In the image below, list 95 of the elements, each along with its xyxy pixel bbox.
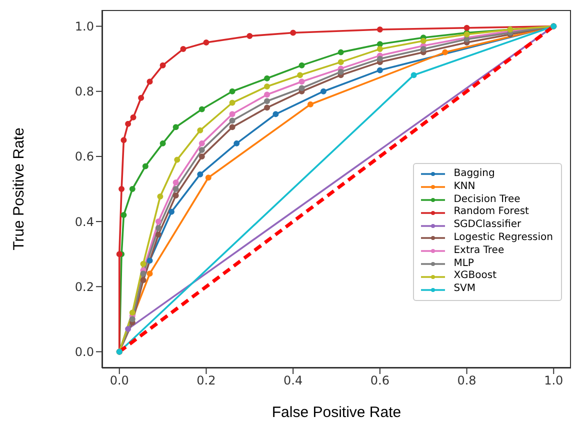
x-tick-label: 0.0 (110, 374, 129, 388)
point (129, 186, 136, 192)
point (297, 72, 304, 78)
point (120, 212, 127, 218)
point (376, 46, 383, 52)
point (172, 192, 179, 199)
legend-label: KNN (454, 180, 476, 194)
y-axis-title: True Positive Rate (10, 128, 28, 250)
legend-label: Bagging (454, 168, 495, 181)
point (160, 62, 166, 68)
point (155, 225, 162, 232)
point (116, 251, 122, 258)
point (160, 140, 166, 146)
point (130, 114, 136, 120)
point (140, 260, 146, 267)
point (229, 100, 236, 106)
point (246, 33, 253, 40)
y-tick-label: 0.8 (74, 84, 94, 99)
y-tick-label: 1.0 (74, 20, 94, 34)
legend-label: Decision Tree (454, 194, 520, 206)
point (338, 68, 344, 75)
legend-label: Logestic Regression (454, 232, 553, 245)
point (376, 26, 383, 33)
point (129, 316, 136, 322)
point (198, 106, 205, 112)
point (198, 140, 205, 146)
point (264, 75, 270, 82)
point (298, 85, 305, 92)
point (125, 326, 132, 332)
point (157, 193, 164, 200)
y-tick-label: 0.0 (74, 344, 94, 359)
legend-label: XGBoost (454, 270, 497, 284)
point (198, 153, 205, 160)
x-tick-label: 0.8 (457, 374, 476, 388)
point (146, 258, 153, 264)
y-tick-label: 0.6 (74, 150, 94, 164)
point (234, 140, 240, 146)
point (272, 111, 279, 118)
point (120, 137, 127, 144)
point (264, 92, 270, 98)
point (140, 270, 146, 277)
point (376, 67, 383, 74)
y-tick-label: 0.4 (74, 214, 94, 229)
legend-label: Extra Tree (454, 244, 504, 258)
y-tick-label: 0.2 (74, 280, 94, 294)
point (205, 174, 212, 181)
point (172, 124, 179, 130)
point (168, 208, 174, 215)
point (180, 46, 186, 52)
point (198, 146, 205, 153)
point (146, 270, 153, 277)
point (264, 83, 270, 90)
point (442, 49, 448, 56)
x-tick-label: 0.4 (284, 374, 303, 388)
point (172, 186, 179, 192)
point (264, 98, 270, 104)
point (410, 72, 417, 78)
point (307, 101, 314, 108)
point (464, 24, 470, 31)
point (138, 94, 144, 101)
x-tick-label: 0.6 (370, 374, 390, 388)
x-tick-label: 0.2 (196, 374, 216, 388)
point (172, 179, 179, 186)
x-tick-label: 1.0 (544, 374, 564, 388)
point (264, 104, 270, 111)
point (197, 171, 204, 178)
point (125, 120, 132, 127)
point (229, 124, 236, 130)
point (229, 88, 236, 94)
point (155, 218, 162, 225)
point (203, 40, 210, 46)
point (338, 59, 344, 66)
point (229, 111, 236, 118)
legend-label: Random Forest (454, 206, 529, 219)
point (129, 310, 136, 316)
point (174, 156, 180, 163)
point (197, 127, 204, 134)
legend-label: MLP (454, 258, 474, 270)
point (376, 56, 383, 62)
point (420, 38, 426, 44)
point (142, 163, 148, 170)
x-axis-title: False Positive Rate (272, 404, 402, 421)
point (320, 88, 326, 94)
point (118, 186, 125, 192)
point (338, 49, 344, 56)
point (420, 46, 426, 52)
point (229, 118, 236, 124)
point (155, 232, 162, 238)
point (290, 30, 296, 36)
legend-label: SGDClassifier (454, 219, 522, 232)
legend-label: SVM (454, 283, 476, 296)
point (140, 277, 146, 284)
point (146, 78, 153, 85)
point (298, 62, 305, 68)
point (298, 78, 305, 85)
